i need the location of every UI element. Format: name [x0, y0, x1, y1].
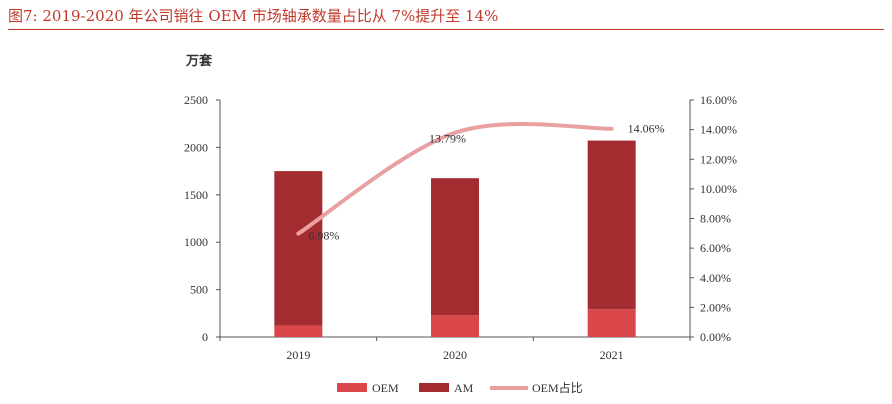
bar-am [431, 178, 479, 316]
left-tick-label: 1000 [184, 235, 208, 249]
right-tick-label: 16.00% [700, 93, 737, 107]
left-tick-label: 0 [202, 330, 208, 344]
right-tick-label: 14.00% [700, 123, 737, 137]
caption-text: 图7: 2019-2020 年公司销往 OEM 市场轴承数量占比从 7%提升至 … [8, 7, 499, 25]
x-tick-label: 2020 [443, 348, 467, 362]
right-tick-label: 4.00% [700, 271, 731, 285]
legend-swatch-oem [337, 383, 367, 392]
legend-label-oem: OEM [372, 381, 399, 395]
figure-caption: 图7: 2019-2020 年公司销往 OEM 市场轴承数量占比从 7%提升至 … [8, 4, 884, 30]
share-data-label: 6.98% [308, 229, 339, 243]
right-tick-label: 10.00% [700, 182, 737, 196]
left-tick-label: 2500 [184, 93, 208, 107]
bar-am [274, 171, 323, 326]
share-data-label: 14.06% [628, 122, 665, 136]
right-tick-label: 12.00% [700, 152, 737, 166]
right-tick-label: 6.00% [700, 241, 731, 255]
left-tick-label: 2000 [184, 140, 208, 154]
right-tick-label: 2.00% [700, 300, 731, 314]
bar-oem [587, 309, 636, 337]
left-tick-label: 1500 [184, 188, 208, 202]
data-labels: 6.98% 13.79% 14.06% [308, 122, 664, 243]
legend-label-share: OEM占比 [532, 380, 583, 395]
share-line [296, 121, 614, 236]
x-tick-label: 2021 [600, 348, 624, 362]
right-tick-label: 8.00% [700, 212, 731, 226]
axes: 0 500 1000 1500 2000 2500 0.00% 2.00% 4.00% 6.00%… [184, 93, 737, 362]
bar-oem [431, 315, 479, 337]
unit-label: 万套 [185, 53, 213, 69]
left-tick-label: 500 [190, 283, 208, 297]
legend-label-am: AM [454, 381, 474, 395]
bars [274, 140, 636, 337]
share-data-label: 13.79% [429, 132, 466, 146]
share-line-path [296, 121, 614, 236]
legend: OEM AM OEM占比 [337, 380, 583, 395]
bar-oem [274, 325, 323, 337]
legend-swatch-am [419, 383, 449, 392]
right-tick-label: 0.00% [700, 330, 731, 344]
bar-am [587, 140, 636, 310]
x-tick-label: 2019 [286, 348, 310, 362]
